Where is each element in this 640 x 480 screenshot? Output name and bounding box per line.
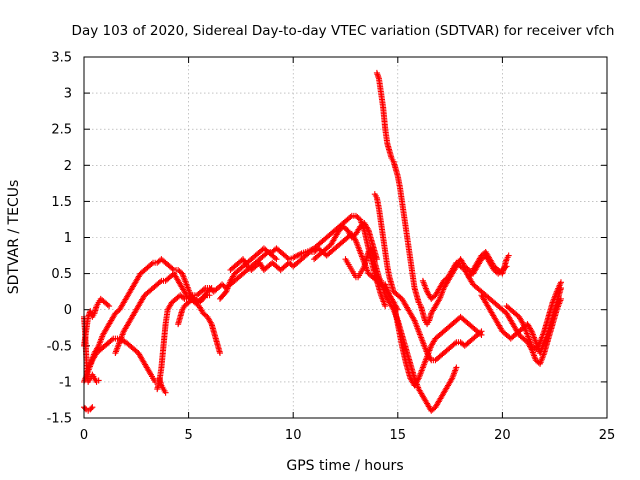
data-point <box>272 254 279 261</box>
series-arc-5 <box>87 256 215 367</box>
y-tick-label: 2.5 <box>51 123 72 138</box>
data-point <box>536 340 543 347</box>
data-point <box>448 376 455 383</box>
data-point <box>427 355 434 362</box>
y-tick-label: 2 <box>64 159 72 174</box>
data-point <box>478 331 485 338</box>
y-tick-label: 3.5 <box>51 51 72 66</box>
series-arc-18 <box>465 248 512 281</box>
x-axis-label: GPS time / hours <box>286 458 403 474</box>
data-point <box>82 405 89 412</box>
x-tick-label: 15 <box>390 428 407 443</box>
data-point <box>89 404 96 411</box>
data-point <box>414 376 421 383</box>
data-point <box>206 292 213 299</box>
data-point <box>95 377 102 384</box>
y-tick-label: 1 <box>64 231 72 246</box>
series-arc-14 <box>371 191 485 364</box>
y-tick-label: -1 <box>59 375 72 390</box>
data-point <box>108 336 115 343</box>
data-point <box>147 370 154 377</box>
data-point <box>273 256 280 263</box>
data-point <box>382 303 389 310</box>
data-point <box>291 253 298 260</box>
data-point <box>216 350 223 357</box>
x-tick-label: 5 <box>184 428 192 443</box>
y-axis-label: SDTVAR / TECUs <box>6 180 22 295</box>
y-tick-label: 0.5 <box>51 267 72 282</box>
x-tick-label: 25 <box>599 428 616 443</box>
data-point <box>292 253 299 260</box>
data-point <box>453 364 460 371</box>
data-point <box>294 252 301 259</box>
data-point <box>263 247 270 254</box>
data-point <box>451 340 458 347</box>
series-arc-13 <box>342 245 460 414</box>
data-point <box>435 297 442 304</box>
data-point <box>295 251 302 258</box>
series-arc-8 <box>156 375 169 396</box>
data-point <box>157 279 164 286</box>
data-point <box>88 405 95 412</box>
data-point <box>104 301 111 308</box>
x-tick-label: 20 <box>494 428 511 443</box>
data-point <box>106 303 113 310</box>
data-point <box>207 319 214 326</box>
plot-frame <box>83 56 608 419</box>
data-point <box>364 225 371 232</box>
data-point <box>297 251 304 258</box>
data-point <box>180 294 187 301</box>
data-point <box>156 375 163 382</box>
data-marks <box>81 69 564 414</box>
data-point <box>200 286 207 293</box>
series-arc-9 <box>175 292 213 328</box>
data-point <box>410 316 417 323</box>
y-tick-label: 3 <box>64 87 72 102</box>
data-point <box>477 330 484 337</box>
x-tick-label: 10 <box>285 428 302 443</box>
y-tick-label: 0 <box>64 303 72 318</box>
data-point <box>352 236 359 243</box>
data-point <box>148 260 155 267</box>
data-point <box>527 326 534 333</box>
y-tick-label: -0.5 <box>47 339 72 354</box>
x-tick-label: 0 <box>80 428 88 443</box>
y-tick-label: 1.5 <box>51 195 72 210</box>
data-point <box>519 319 526 326</box>
series-arc-20 <box>503 279 564 353</box>
series-arc-19 <box>478 285 564 357</box>
data-point <box>169 265 176 272</box>
data-point <box>305 250 312 257</box>
data-point <box>347 214 354 221</box>
series-arc-16 <box>382 281 485 389</box>
data-point <box>389 298 396 305</box>
data-point <box>200 293 207 300</box>
data-point <box>505 252 512 259</box>
data-point <box>290 254 297 261</box>
chart-title: Day 103 of 2020, Sidereal Day-to-day VTE… <box>72 23 615 39</box>
series-arc-12 <box>311 220 380 263</box>
data-point <box>557 279 564 286</box>
series-arc-1 <box>81 404 96 414</box>
data-point <box>94 344 101 351</box>
y-tick-label: -1.5 <box>47 412 72 427</box>
